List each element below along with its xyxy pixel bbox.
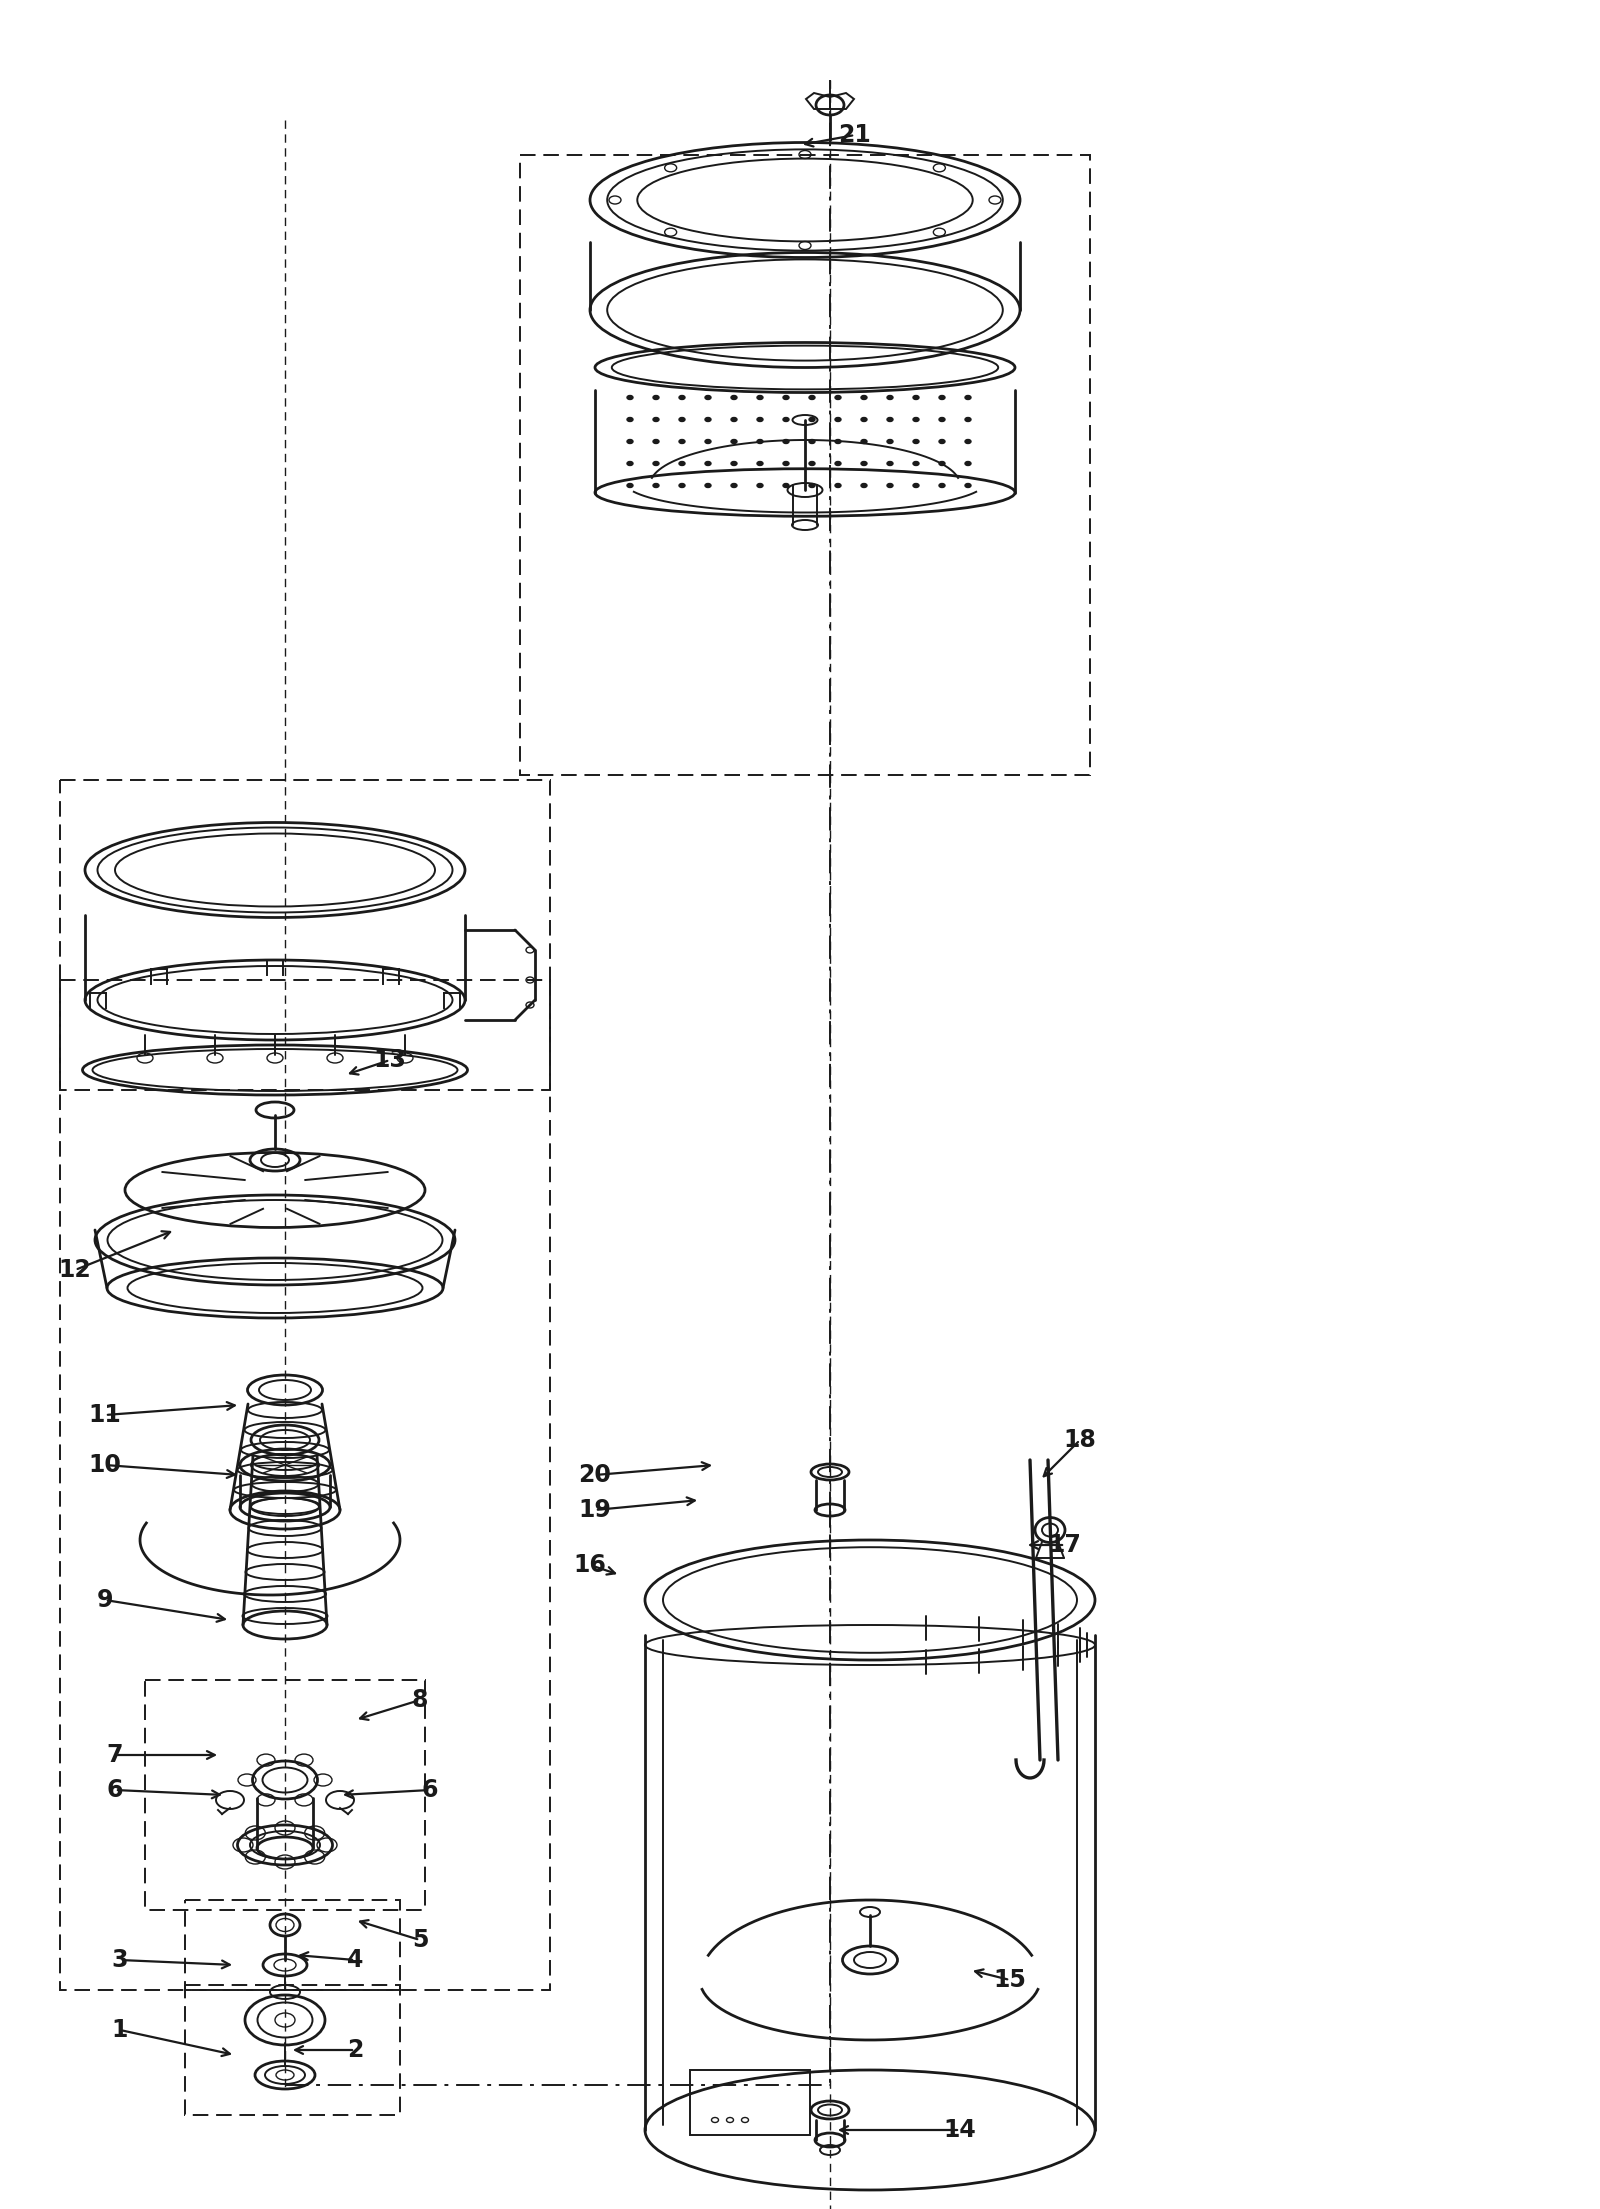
Ellipse shape	[835, 462, 842, 466]
Text: 8: 8	[411, 1688, 429, 1712]
Ellipse shape	[835, 440, 842, 444]
Bar	[61, 981, 550, 1990]
Ellipse shape	[706, 395, 710, 400]
Bar	[146, 1681, 426, 1911]
Ellipse shape	[757, 484, 763, 488]
Ellipse shape	[627, 418, 634, 422]
Text: 14: 14	[944, 2118, 976, 2143]
Ellipse shape	[731, 484, 738, 488]
Text: 2: 2	[347, 2039, 363, 2061]
Ellipse shape	[627, 462, 634, 466]
Text: 12: 12	[59, 1257, 91, 1281]
Ellipse shape	[939, 395, 946, 400]
Ellipse shape	[965, 395, 971, 400]
Ellipse shape	[706, 484, 710, 488]
Text: 6: 6	[422, 1778, 438, 1803]
Ellipse shape	[678, 484, 685, 488]
Ellipse shape	[678, 395, 685, 400]
Ellipse shape	[653, 462, 659, 466]
Bar	[186, 1900, 400, 1990]
Ellipse shape	[627, 395, 634, 400]
Ellipse shape	[886, 440, 893, 444]
Ellipse shape	[835, 418, 842, 422]
Text: 21: 21	[838, 124, 872, 148]
Text: 6: 6	[107, 1778, 123, 1803]
Ellipse shape	[653, 418, 659, 422]
Text: 4: 4	[347, 1948, 363, 1973]
Text: 11: 11	[88, 1403, 122, 1427]
Ellipse shape	[886, 395, 893, 400]
Ellipse shape	[782, 440, 789, 444]
Text: 10: 10	[88, 1454, 122, 1478]
Ellipse shape	[757, 418, 763, 422]
Ellipse shape	[757, 462, 763, 466]
Text: 18: 18	[1064, 1427, 1096, 1451]
Ellipse shape	[861, 395, 867, 400]
Ellipse shape	[782, 418, 789, 422]
Ellipse shape	[810, 440, 814, 444]
Ellipse shape	[886, 484, 893, 488]
Ellipse shape	[886, 418, 893, 422]
Text: 20: 20	[579, 1462, 611, 1487]
Bar	[186, 1986, 400, 2114]
Ellipse shape	[782, 484, 789, 488]
Ellipse shape	[706, 440, 710, 444]
Ellipse shape	[886, 462, 893, 466]
Ellipse shape	[861, 440, 867, 444]
Ellipse shape	[653, 440, 659, 444]
Bar	[61, 780, 550, 1089]
Bar	[520, 155, 1090, 775]
Ellipse shape	[782, 395, 789, 400]
Ellipse shape	[731, 418, 738, 422]
Text: 1: 1	[112, 2019, 128, 2041]
Ellipse shape	[965, 418, 971, 422]
Ellipse shape	[757, 395, 763, 400]
Ellipse shape	[914, 462, 918, 466]
Ellipse shape	[706, 418, 710, 422]
Ellipse shape	[861, 418, 867, 422]
Text: 19: 19	[579, 1498, 611, 1522]
Ellipse shape	[939, 440, 946, 444]
Text: 16: 16	[573, 1553, 606, 1577]
Text: 9: 9	[96, 1588, 114, 1613]
Ellipse shape	[706, 462, 710, 466]
Ellipse shape	[810, 484, 814, 488]
Ellipse shape	[810, 395, 814, 400]
Ellipse shape	[731, 462, 738, 466]
Text: 7: 7	[107, 1743, 123, 1767]
Ellipse shape	[939, 484, 946, 488]
Text: 5: 5	[411, 1928, 429, 1953]
Ellipse shape	[757, 440, 763, 444]
Ellipse shape	[653, 395, 659, 400]
Ellipse shape	[782, 462, 789, 466]
Ellipse shape	[914, 440, 918, 444]
Ellipse shape	[835, 484, 842, 488]
Text: 13: 13	[373, 1047, 406, 1071]
Ellipse shape	[914, 484, 918, 488]
Ellipse shape	[835, 395, 842, 400]
Ellipse shape	[914, 395, 918, 400]
Ellipse shape	[627, 440, 634, 444]
Ellipse shape	[939, 418, 946, 422]
Ellipse shape	[965, 462, 971, 466]
Ellipse shape	[810, 462, 814, 466]
Ellipse shape	[861, 462, 867, 466]
Ellipse shape	[939, 462, 946, 466]
Ellipse shape	[965, 484, 971, 488]
Ellipse shape	[731, 440, 738, 444]
Bar	[690, 2070, 810, 2136]
Ellipse shape	[810, 418, 814, 422]
Text: 17: 17	[1048, 1533, 1082, 1557]
Ellipse shape	[861, 484, 867, 488]
Ellipse shape	[653, 484, 659, 488]
Ellipse shape	[627, 484, 634, 488]
Ellipse shape	[678, 462, 685, 466]
Ellipse shape	[731, 395, 738, 400]
Ellipse shape	[914, 418, 918, 422]
Text: 15: 15	[994, 1968, 1027, 1993]
Ellipse shape	[965, 440, 971, 444]
Ellipse shape	[678, 418, 685, 422]
Ellipse shape	[678, 440, 685, 444]
Text: 3: 3	[112, 1948, 128, 1973]
